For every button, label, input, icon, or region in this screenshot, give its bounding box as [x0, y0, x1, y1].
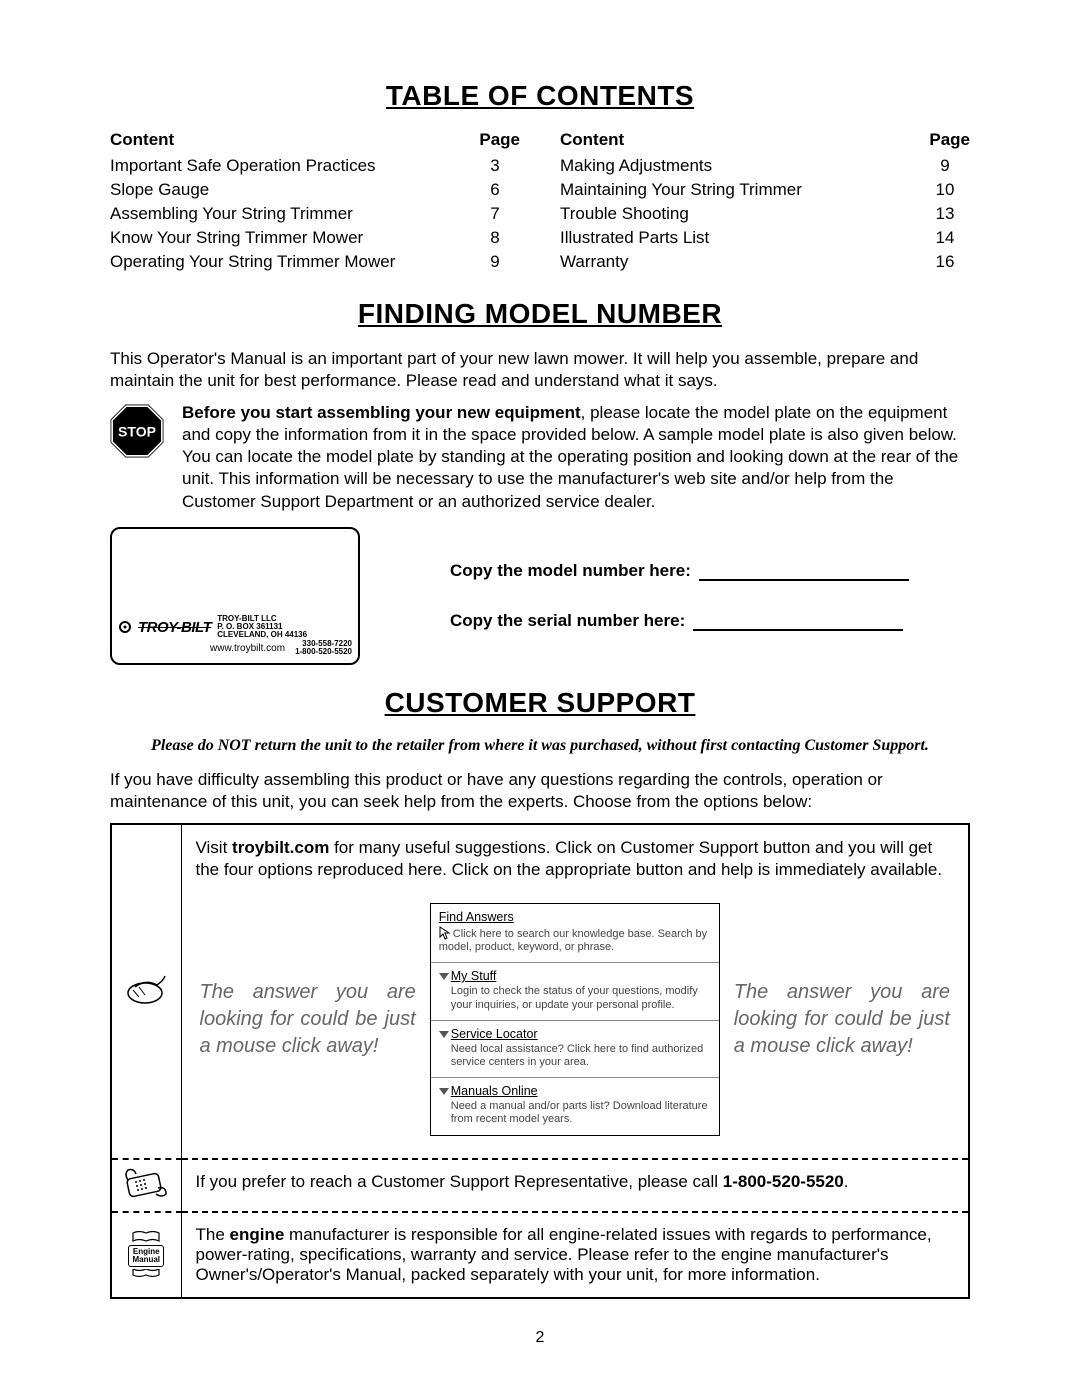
support-row-phone: If you prefer to reach a Customer Suppor…	[111, 1159, 969, 1212]
toc-header-page: Page	[479, 130, 520, 150]
toc-header-content: Content	[560, 130, 624, 150]
brand-url: www.troybilt.com	[210, 643, 285, 654]
menu-manuals-online: Manuals Online Need a manual and/or part…	[431, 1078, 719, 1134]
serial-number-blank	[693, 629, 903, 631]
support-row-web: Visit troybilt.com for many useful sugge…	[111, 824, 969, 1159]
support-warning: Please do NOT return the unit to the ret…	[110, 737, 970, 755]
menu-service-locator: Service Locator Need local assistance? C…	[431, 1021, 719, 1078]
toc-row: Making Adjustments9	[560, 156, 970, 176]
menu-my-stuff: My Stuff Login to check the status of yo…	[431, 963, 719, 1020]
phone-icon	[122, 1166, 170, 1200]
toc-row: Trouble Shooting13	[560, 204, 970, 224]
menu-find-answers: Find Answers Click here to search our kn…	[431, 904, 719, 963]
svg-text:STOP: STOP	[118, 424, 156, 440]
copy-model-label: Copy the model number here:	[450, 561, 691, 581]
phone-description: If you prefer to reach a Customer Suppor…	[181, 1159, 969, 1212]
book-icon	[131, 1231, 161, 1243]
toc-row: Know Your String Trimmer Mower8	[110, 228, 520, 248]
toc-row: Important Safe Operation Practices3	[110, 156, 520, 176]
model-section: TROY-BILT TROY-BILT LLC P. O. BOX 361131…	[110, 527, 970, 665]
gear-icon	[118, 620, 132, 634]
toc-row: Illustrated Parts List14	[560, 228, 970, 248]
toc-row: Warranty16	[560, 252, 970, 272]
finding-intro-text: This Operator's Manual is an important p…	[110, 348, 970, 392]
copy-fields: Copy the model number here: Copy the ser…	[450, 561, 909, 631]
support-row-engine: Engine Manual The engine manufacturer is…	[111, 1212, 969, 1298]
model-number-blank	[699, 579, 909, 581]
toc-row: Slope Gauge6	[110, 180, 520, 200]
stop-sign-icon: STOP	[110, 404, 164, 458]
engine-manual-badge: Engine Manual	[128, 1245, 164, 1267]
book-pages-icon	[131, 1269, 161, 1279]
toc-container: Content Page Important Safe Operation Pr…	[110, 130, 970, 272]
engine-description: The engine manufacturer is responsible f…	[181, 1212, 969, 1298]
support-heading: CUSTOMER SUPPORT	[110, 687, 970, 719]
toc-header-content: Content	[110, 130, 174, 150]
toc-row: Operating Your String Trimmer Mower9	[110, 252, 520, 272]
toc-row: Assembling Your String Trimmer7	[110, 204, 520, 224]
copy-serial-label: Copy the serial number here:	[450, 611, 685, 631]
toc-right-column: Content Page Making Adjustments9 Maintai…	[560, 130, 970, 272]
toc-row: Maintaining Your String Trimmer10	[560, 180, 970, 200]
web-description: Visit troybilt.com for many useful sugge…	[196, 837, 955, 881]
tagline-right: The answer you are looking for could be …	[730, 979, 954, 1060]
tagline-left: The answer you are looking for could be …	[196, 979, 420, 1060]
toc-heading: TABLE OF CONTENTS	[110, 80, 970, 112]
support-options-table: Visit troybilt.com for many useful sugge…	[110, 823, 970, 1299]
brand-logo: TROY-BILT	[138, 619, 211, 636]
page-number: 2	[110, 1329, 970, 1347]
stop-text: Before you start assembling your new equ…	[182, 402, 970, 512]
support-intro: If you have difficulty assembling this p…	[110, 769, 970, 813]
brand-address: TROY-BILT LLC P. O. BOX 361131 CLEVELAND…	[217, 615, 307, 640]
toc-header-page: Page	[929, 130, 970, 150]
stop-notice: STOP Before you start assembling your ne…	[110, 402, 970, 512]
model-plate-sample: TROY-BILT TROY-BILT LLC P. O. BOX 361131…	[110, 527, 360, 665]
mouse-icon	[125, 973, 167, 1005]
finding-heading: FINDING MODEL NUMBER	[110, 298, 970, 330]
web-support-menu: Find Answers Click here to search our kn…	[430, 903, 720, 1136]
toc-left-column: Content Page Important Safe Operation Pr…	[110, 130, 520, 272]
